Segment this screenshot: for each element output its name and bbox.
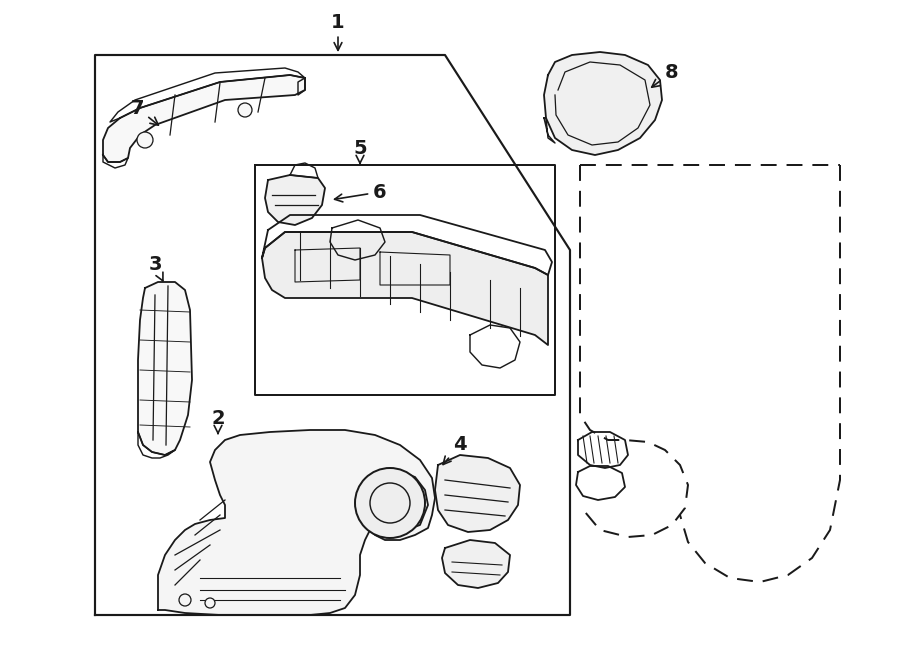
- Text: 3: 3: [148, 256, 163, 281]
- Text: 6: 6: [335, 182, 387, 202]
- Polygon shape: [265, 175, 325, 225]
- Circle shape: [238, 103, 252, 117]
- Text: 1: 1: [331, 13, 345, 50]
- Text: 8: 8: [652, 63, 679, 87]
- Polygon shape: [262, 232, 548, 345]
- Text: 4: 4: [443, 436, 467, 465]
- Polygon shape: [435, 455, 520, 532]
- Polygon shape: [103, 75, 305, 162]
- Circle shape: [179, 594, 191, 606]
- Circle shape: [137, 132, 153, 148]
- Polygon shape: [138, 282, 192, 455]
- Circle shape: [205, 598, 215, 608]
- Polygon shape: [158, 430, 435, 615]
- Text: 7: 7: [130, 98, 158, 125]
- Text: 5: 5: [353, 139, 367, 163]
- Polygon shape: [544, 52, 662, 155]
- Circle shape: [355, 468, 425, 538]
- Text: 2: 2: [212, 408, 225, 434]
- Polygon shape: [442, 540, 510, 588]
